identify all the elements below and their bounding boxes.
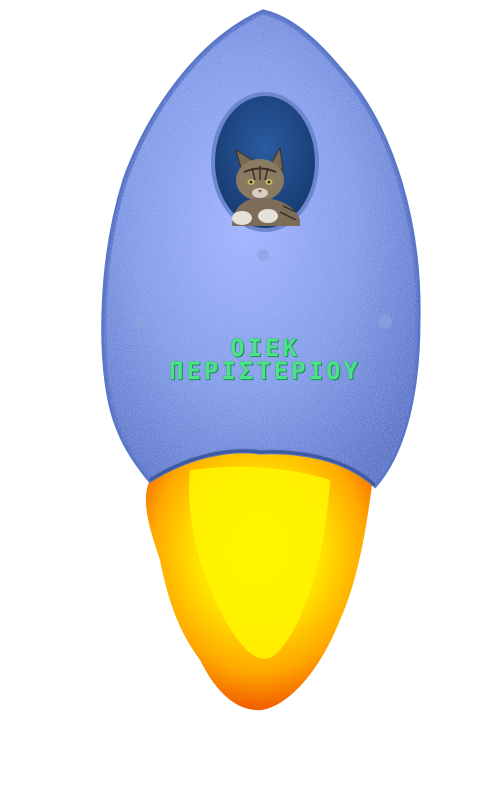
rocket-hull-texture [103,12,419,485]
cat-icon [232,146,300,226]
rivet [257,249,269,261]
rivet [378,315,392,329]
rocket-label-line2: ΠΕΡΙΣΤΕΡΙΟΥ [169,357,361,385]
rocket-label-line1: ΟΙΕΚ [230,334,300,362]
rocket-hull-base-edge [149,449,377,487]
rivet [135,315,149,329]
rocket-flame-core [189,466,330,659]
